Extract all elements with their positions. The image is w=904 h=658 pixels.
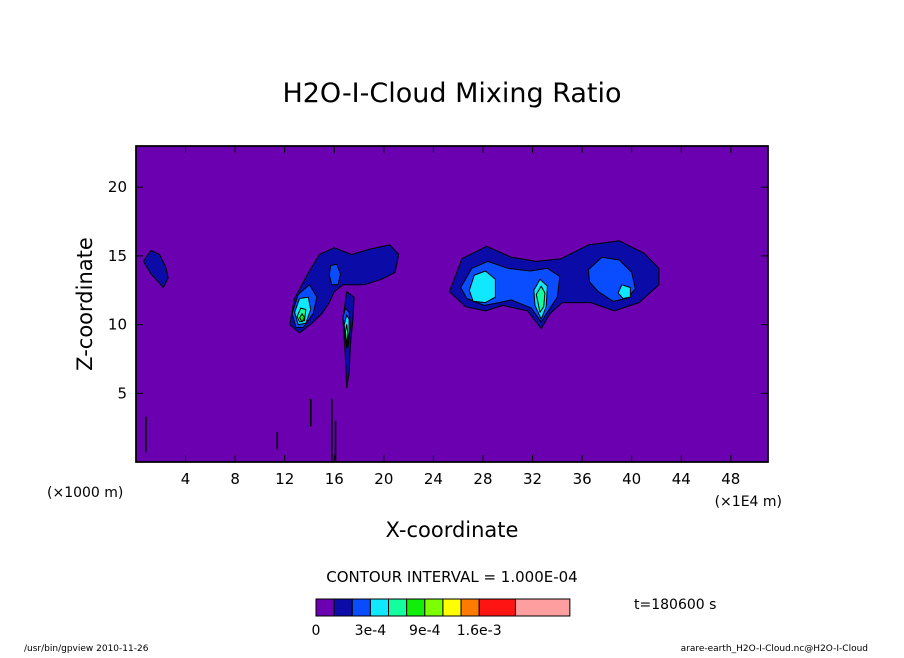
contour-region [299, 313, 305, 323]
colorbar-label: 0 [312, 623, 321, 639]
x-tick-label: 20 [374, 470, 393, 488]
colorbar-swatch [315, 598, 335, 617]
x-tick-label: 44 [672, 470, 691, 488]
axis-ticks [136, 146, 768, 462]
colorbar-swatch [514, 598, 571, 617]
x-tick-labels: 4 8 12 16 20 24 28 32 36 40 44 48 [181, 470, 741, 488]
x-unit-left: (×1000 m) [47, 485, 123, 501]
x-tick-label: 28 [473, 470, 492, 488]
colorbar-swatch [388, 598, 408, 617]
footer-right: arare-earth_H2O-I-Cloud.nc@H2O-I-Cloud [681, 644, 868, 654]
x-tick-label: 24 [424, 470, 443, 488]
colorbar-swatch [424, 598, 444, 617]
chart-title: H2O-I-Cloud Mixing Ratio [282, 78, 621, 109]
x-tick-label: 12 [275, 470, 294, 488]
x-tick-label: 4 [181, 470, 191, 488]
contour-region [535, 285, 546, 313]
y-tick-label: 20 [108, 178, 127, 196]
contour-region [344, 324, 349, 346]
plot-frame [135, 145, 769, 463]
colorbar-label: 1.6e-3 [457, 623, 502, 639]
colorbar-labels: 0 3e-4 9e-4 1.6e-3 [312, 623, 502, 639]
contour-region [617, 284, 631, 299]
colorbar-swatch [478, 598, 516, 617]
contour-region [142, 249, 169, 288]
x-tick-label: 8 [230, 470, 240, 488]
colorbar-swatch [460, 598, 480, 617]
x-tick-label: 32 [523, 470, 542, 488]
x-unit-right: (×1E4 m) [715, 494, 782, 510]
x-tick-label: 48 [721, 470, 740, 488]
plot-area [135, 145, 769, 463]
x-tick-label: 16 [325, 470, 344, 488]
y-tick-label: 5 [117, 384, 127, 402]
contour-region [328, 263, 341, 286]
x-tick-label: 36 [573, 470, 592, 488]
contour-fill-layer [142, 240, 660, 461]
y-tick-label: 10 [108, 316, 127, 334]
contour-region [289, 244, 400, 334]
colorbar-label: 9e-4 [409, 623, 441, 639]
x-tick-label: 40 [622, 470, 641, 488]
colorbar-swatch [369, 598, 390, 617]
x-axis-label: X-coordinate [386, 518, 519, 542]
colorbar-swatch [351, 598, 371, 617]
footer-left: /usr/bin/gpview 2010-11-26 [24, 644, 149, 654]
colorbar-swatch [333, 598, 353, 617]
colorbar-label: 3e-4 [355, 623, 387, 639]
time-label: t=180600 s [634, 597, 716, 613]
contour-region [468, 270, 496, 304]
colorbar-swatch [442, 598, 462, 617]
y-tick-labels: 5 10 15 20 [108, 178, 127, 402]
contour-interval-text: CONTOUR INTERVAL = 1.000E-04 [326, 568, 577, 586]
y-axis-label: Z-coordinate [73, 237, 97, 371]
colorbar-swatch [406, 598, 426, 617]
colorbar [315, 598, 571, 617]
y-tick-label: 15 [108, 247, 127, 265]
